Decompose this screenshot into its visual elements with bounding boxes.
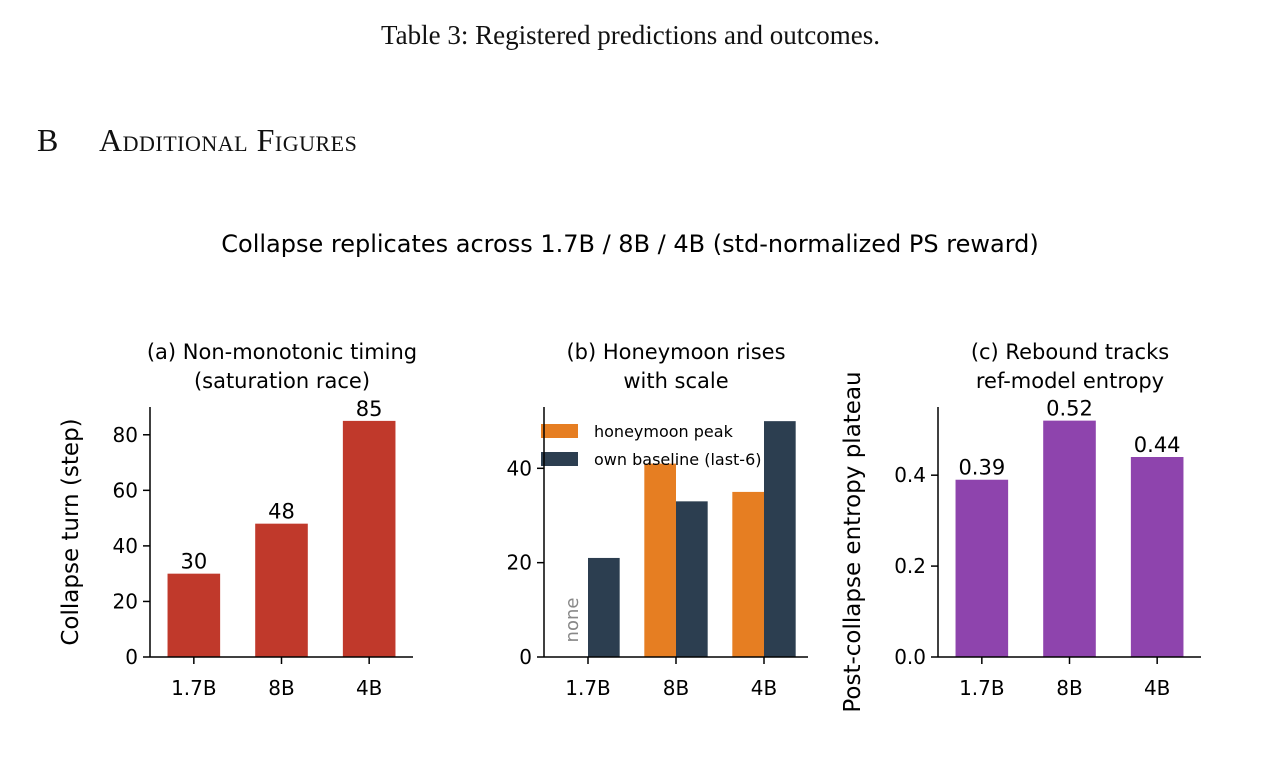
figure-suptitle: Collapse replicates across 1.7B / 8B / 4… [221, 230, 1038, 258]
y-tick-label: 0 [125, 645, 138, 669]
x-tick-label: 4B [1144, 676, 1170, 700]
chart-title-line: (saturation race) [194, 369, 370, 393]
bar [955, 479, 1009, 657]
bar-own-baseline [676, 501, 708, 657]
chart-title-line: ref-model entropy [976, 369, 1164, 393]
y-axis-label: Collapse turn (step) [58, 418, 84, 645]
bar-value-label: 30 [180, 550, 207, 574]
bar-value-label: 48 [268, 500, 295, 524]
section-number: B [37, 122, 59, 158]
x-tick-label: 1.7B [171, 676, 217, 700]
bar-value-label: 0.52 [1046, 397, 1093, 421]
bar-own-baseline [764, 421, 796, 657]
legend-label: own baseline (last-6) [594, 450, 762, 469]
y-tick-label: 20 [507, 551, 532, 575]
y-tick-label: 0.4 [894, 463, 926, 487]
bar-value-label: 85 [356, 397, 383, 421]
y-tick-label: 40 [113, 534, 138, 558]
legend-swatch [541, 424, 578, 438]
bar-honeymoon-peak [644, 463, 676, 657]
legend-swatch [541, 452, 578, 466]
y-tick-label: 0.2 [894, 554, 926, 578]
chart-a: (a) Non-monotonic timing (saturation race… [58, 340, 417, 700]
chart-c: (c) Rebound tracks ref-model entropy Post-… [840, 340, 1201, 713]
y-tick-label: 40 [507, 456, 532, 480]
y-axis-label: Post-collapse entropy plateau [840, 371, 866, 712]
y-tick-label: 0.0 [894, 645, 926, 669]
bar-value-label: 0.44 [1134, 433, 1181, 457]
x-tick-label: 1.7B [959, 676, 1005, 700]
y-tick-label: 60 [113, 478, 138, 502]
bar [1043, 420, 1096, 657]
section-title: Additional Figures [99, 122, 358, 158]
x-tick-label: 8B [268, 676, 294, 700]
table-caption: Table 3: Registered predictions and outc… [381, 20, 880, 50]
y-tick-label: 0 [519, 645, 532, 669]
legend-label: honeymoon peak [594, 422, 734, 441]
bar [1130, 457, 1184, 657]
chart-b: (b) Honeymoon rises with scale 0 20 40 none ho… [507, 340, 808, 700]
bar [342, 420, 396, 657]
bar [255, 523, 308, 657]
x-tick-label: 8B [663, 676, 689, 700]
chart-title-line: with scale [623, 369, 728, 393]
bar-value-label: 0.39 [958, 456, 1005, 480]
bar-honeymoon-peak [732, 491, 764, 657]
bar [167, 573, 221, 657]
x-tick-label: 1.7B [565, 676, 611, 700]
section-heading: B Additional Figures [37, 122, 357, 159]
missing-value-annotation: none [562, 598, 583, 643]
chart-title-line: (c) Rebound tracks [971, 340, 1169, 364]
y-tick-label: 80 [113, 423, 138, 447]
bar-own-baseline [588, 557, 620, 657]
chart-title-line: (a) Non-monotonic timing [147, 340, 417, 364]
x-tick-label: 8B [1056, 676, 1082, 700]
x-tick-label: 4B [751, 676, 777, 700]
chart-title-line: (b) Honeymoon rises [566, 340, 785, 364]
y-tick-label: 20 [113, 589, 138, 613]
x-tick-label: 4B [356, 676, 382, 700]
